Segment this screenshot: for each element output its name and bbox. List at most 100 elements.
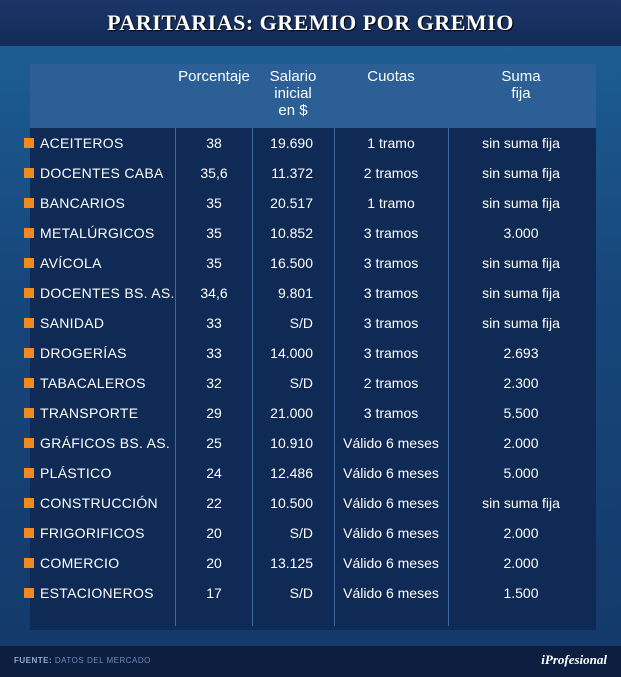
cell-porcentaje: 35 (206, 225, 222, 241)
table-row: PLÁSTICO 24 12.486 Válido 6 meses 5.000 (24, 458, 596, 488)
cell-suma-fija: 2.300 (503, 375, 539, 391)
table-panel: Porcentaje Salario inicial en $ Cuotas S… (0, 46, 621, 646)
cell-porcentaje: 32 (206, 375, 222, 391)
cell-cuotas: 1 tramo (367, 195, 415, 211)
cell-porcentaje: 20 (206, 555, 222, 571)
table-row: ESTACIONEROS 17 S/D Válido 6 meses 1.500 (24, 578, 596, 608)
cell-salario: 13.125 (270, 555, 313, 571)
orange-bullet-icon (24, 288, 34, 298)
table-header (30, 64, 596, 128)
table-row: FRIGORIFICOS 20 S/D Válido 6 meses 2.000 (24, 518, 596, 548)
title-bar: PARITARIAS: GREMIO POR GREMIO (0, 0, 621, 47)
cell-suma-fija: sin suma fija (482, 495, 560, 511)
table-row: ACEITEROS 38 19.690 1 tramo sin suma fija (24, 128, 596, 158)
column-divider (175, 128, 176, 626)
header-cuotas: Cuotas (367, 68, 415, 85)
cell-gremio: TABACALEROS (40, 375, 146, 391)
cell-salario: 9.801 (277, 285, 313, 301)
cell-salario: 16.500 (270, 255, 313, 271)
orange-bullet-icon (24, 348, 34, 358)
column-divider (448, 128, 449, 626)
source-label: FUENTE: (14, 656, 53, 665)
paritarias-table: Porcentaje Salario inicial en $ Cuotas S… (24, 64, 596, 630)
cell-cuotas: Válido 6 meses (343, 435, 439, 451)
cell-suma-fija: sin suma fija (482, 165, 560, 181)
cell-porcentaje: 34,6 (200, 285, 228, 301)
orange-bullet-icon (24, 198, 34, 208)
table-row: DROGERÍAS 33 14.000 3 tramos 2.693 (24, 338, 596, 368)
orange-bullet-icon (24, 408, 34, 418)
cell-suma-fija: 2.000 (503, 555, 539, 571)
table-row: SANIDAD 33 S/D 3 tramos sin suma fija (24, 308, 596, 338)
cell-cuotas: 2 tramos (363, 165, 419, 181)
cell-salario: 21.000 (270, 405, 313, 421)
orange-bullet-icon (24, 498, 34, 508)
cell-cuotas: Válido 6 meses (343, 495, 439, 511)
cell-porcentaje: 17 (206, 585, 222, 601)
cell-cuotas: Válido 6 meses (343, 465, 439, 481)
cell-porcentaje: 20 (206, 525, 222, 541)
cell-porcentaje: 38 (206, 135, 222, 151)
footer: FUENTE: DATOS DEL MERCADO iProfesional (0, 646, 621, 677)
table-row: DOCENTES CABA 35,6 11.372 2 tramos sin suma … (24, 158, 596, 188)
cell-suma-fija: 2.000 (503, 525, 539, 541)
table-row: TABACALEROS 32 S/D 2 tramos 2.300 (24, 368, 596, 398)
cell-cuotas: 2 tramos (363, 375, 419, 391)
cell-gremio: DOCENTES CABA (40, 165, 164, 181)
cell-cuotas: Válido 6 meses (343, 525, 439, 541)
cell-cuotas: 1 tramo (367, 135, 415, 151)
cell-porcentaje: 33 (206, 315, 222, 331)
cell-suma-fija: 1.500 (503, 585, 539, 601)
cell-gremio: CONSTRUCCIÓN (40, 495, 158, 511)
orange-bullet-icon (24, 168, 34, 178)
cell-gremio: ACEITEROS (40, 135, 124, 151)
orange-bullet-icon (24, 528, 34, 538)
header-porcentaje: Porcentaje (178, 68, 250, 85)
header-salario: Salario inicial en $ (269, 68, 317, 119)
table-row: CONSTRUCCIÓN 22 10.500 Válido 6 meses sin su… (24, 488, 596, 518)
table-row: METALÚRGICOS 35 10.852 3 tramos 3.000 (24, 218, 596, 248)
table-row: COMERCIO 20 13.125 Válido 6 meses 2.000 (24, 548, 596, 578)
cell-cuotas: 3 tramos (363, 345, 419, 361)
cell-salario: 14.000 (270, 345, 313, 361)
cell-gremio: METALÚRGICOS (40, 225, 155, 241)
cell-suma-fija: 2.693 (503, 345, 539, 361)
cell-gremio: AVÍCOLA (40, 255, 102, 271)
orange-bullet-icon (24, 558, 34, 568)
page-title: PARITARIAS: GREMIO POR GREMIO (107, 10, 514, 35)
orange-bullet-icon (24, 588, 34, 598)
cell-cuotas: 3 tramos (363, 315, 419, 331)
cell-porcentaje: 35 (206, 195, 222, 211)
cell-suma-fija: sin suma fija (482, 135, 560, 151)
cell-porcentaje: 24 (206, 465, 222, 481)
cell-suma-fija: sin suma fija (482, 285, 560, 301)
cell-gremio: BANCARIOS (40, 195, 126, 211)
cell-cuotas: 3 tramos (363, 255, 419, 271)
cell-gremio: DROGERÍAS (40, 345, 127, 361)
cell-gremio: PLÁSTICO (40, 465, 112, 481)
cell-suma-fija: 5.500 (503, 405, 539, 421)
cell-salario: 10.910 (270, 435, 313, 451)
orange-bullet-icon (24, 468, 34, 478)
cell-gremio: ESTACIONEROS (40, 585, 154, 601)
cell-cuotas: 3 tramos (363, 225, 419, 241)
cell-gremio: GRÁFICOS BS. AS. (40, 435, 171, 451)
cell-salario: 10.500 (270, 495, 313, 511)
cell-salario: S/D (289, 375, 313, 391)
table-row: AVÍCOLA 35 16.500 3 tramos sin suma fija (24, 248, 596, 278)
cell-gremio: SANIDAD (40, 315, 105, 331)
cell-salario: 12.486 (270, 465, 313, 481)
cell-cuotas: 3 tramos (363, 405, 419, 421)
orange-bullet-icon (24, 438, 34, 448)
column-divider (334, 128, 335, 626)
brand-logo: iProfesional (541, 652, 607, 667)
cell-salario: 20.517 (270, 195, 313, 211)
cell-cuotas: Válido 6 meses (343, 585, 439, 601)
source-text: DATOS DEL MERCADO (54, 656, 151, 665)
source-note: FUENTE: DATOS DEL MERCADO (14, 656, 151, 665)
cell-suma-fija: 2.000 (503, 435, 539, 451)
cell-salario: 10.852 (270, 225, 313, 241)
orange-bullet-icon (24, 318, 34, 328)
cell-porcentaje: 29 (206, 405, 222, 421)
